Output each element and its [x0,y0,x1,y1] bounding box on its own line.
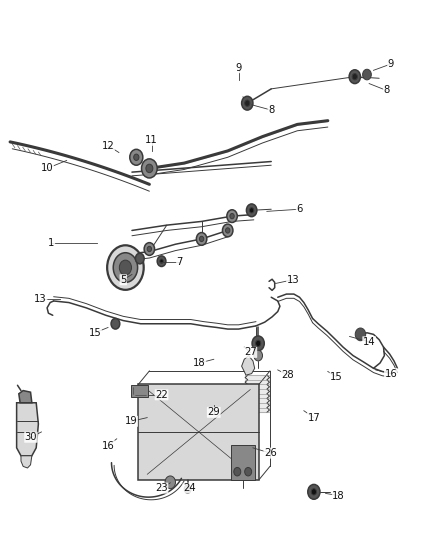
Text: 23: 23 [155,483,168,493]
Text: 24: 24 [183,483,196,493]
Text: 11: 11 [145,135,158,146]
Circle shape [107,245,144,290]
Circle shape [111,318,120,329]
Text: 27: 27 [244,348,257,358]
Polygon shape [138,384,259,480]
Text: 1: 1 [48,238,55,248]
Text: 16: 16 [385,369,397,378]
Circle shape [234,467,241,476]
Circle shape [250,208,254,213]
Text: 17: 17 [307,413,320,423]
Circle shape [245,467,252,476]
Text: 15: 15 [330,372,343,382]
Circle shape [199,236,204,241]
Text: 18: 18 [193,358,206,368]
Text: 7: 7 [177,257,183,267]
Text: 8: 8 [268,105,274,115]
Circle shape [254,350,262,361]
Text: 18: 18 [332,490,345,500]
Text: 13: 13 [287,274,299,285]
Circle shape [223,224,233,237]
Polygon shape [242,356,254,375]
Polygon shape [17,403,39,456]
Circle shape [255,340,261,346]
Circle shape [311,489,317,495]
Circle shape [130,149,143,165]
Circle shape [157,256,166,266]
Circle shape [196,232,207,245]
Text: 22: 22 [155,390,168,400]
Circle shape [146,164,153,173]
Text: 9: 9 [235,63,242,72]
Text: 12: 12 [102,141,114,151]
Circle shape [245,100,250,107]
Circle shape [308,484,320,499]
Text: 8: 8 [383,85,390,95]
Circle shape [134,154,139,160]
Circle shape [230,214,234,219]
Circle shape [349,70,360,84]
Text: 19: 19 [125,416,138,426]
Polygon shape [21,456,32,468]
Circle shape [352,74,357,80]
Text: 10: 10 [41,164,53,173]
Circle shape [135,253,144,264]
Circle shape [252,336,264,351]
Circle shape [363,69,371,80]
Text: 15: 15 [88,328,101,338]
Polygon shape [231,445,254,480]
Circle shape [247,204,257,216]
Circle shape [184,485,191,494]
Circle shape [141,159,157,178]
Text: 26: 26 [264,448,277,458]
Circle shape [119,260,131,275]
Text: 28: 28 [282,370,294,380]
Circle shape [160,259,163,263]
Circle shape [147,246,152,252]
Circle shape [355,328,366,341]
Circle shape [113,253,138,282]
Polygon shape [131,385,148,397]
Circle shape [242,96,253,110]
Circle shape [226,228,230,233]
Circle shape [144,243,155,255]
Circle shape [227,210,237,222]
Text: 9: 9 [388,59,394,69]
Text: 5: 5 [120,274,127,285]
Text: 14: 14 [363,337,375,347]
Text: 30: 30 [25,432,37,442]
Circle shape [165,476,176,489]
Text: 13: 13 [34,294,47,304]
Text: 6: 6 [297,204,303,214]
Text: 16: 16 [102,441,114,451]
Text: 29: 29 [208,407,220,417]
Polygon shape [19,391,32,403]
